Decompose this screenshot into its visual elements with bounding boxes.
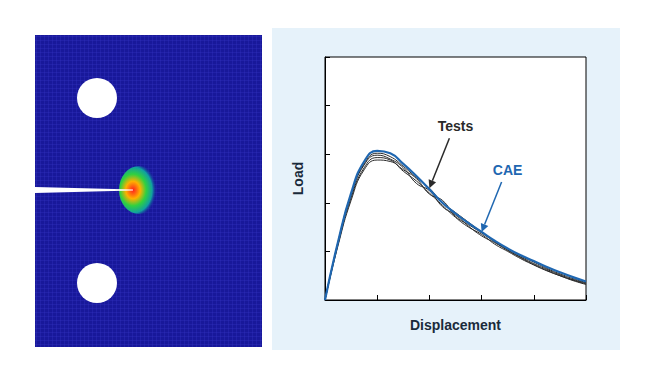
svg-text:Load: Load [290, 162, 306, 195]
svg-text:Displacement: Displacement [410, 317, 501, 333]
svg-text:Tests: Tests [438, 118, 474, 134]
svg-text:CAE: CAE [493, 162, 523, 178]
